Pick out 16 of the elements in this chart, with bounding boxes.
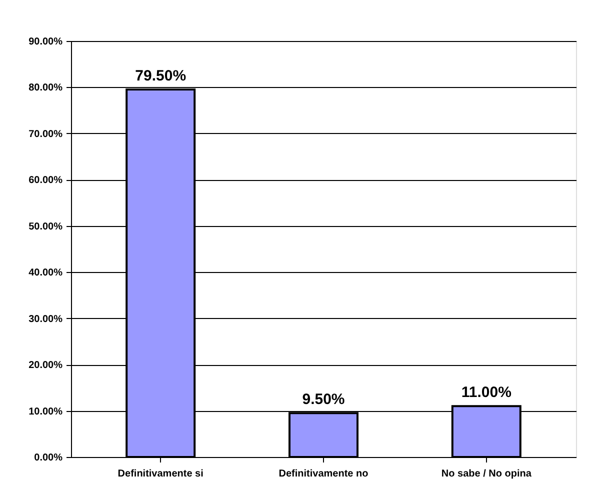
y-tick-label: 10.00%	[28, 406, 63, 418]
y-tick-label: 80.00%	[28, 82, 63, 94]
x-tick-label: No sabe / No opina	[441, 468, 532, 480]
x-tick-label: Definitivamente no	[278, 468, 368, 480]
y-tick-label: 50.00%	[28, 221, 63, 232]
data-label: 11.00%	[461, 384, 512, 402]
x-tick-label: Definitivamente si	[118, 468, 204, 480]
data-label: 79.50%	[135, 68, 186, 85]
y-tick-label: 40.00%	[28, 268, 63, 279]
y-tick-label: 30.00%	[28, 314, 63, 325]
y-tick-label: 60.00%	[28, 175, 63, 186]
y-tick-label: 70.00%	[28, 128, 63, 140]
data-label: 9.50%	[302, 391, 345, 408]
y-tick-label: 0.00%	[34, 452, 63, 464]
y-tick-label: 20.00%	[28, 360, 63, 372]
y-tick-label: 90.00%	[28, 36, 63, 48]
